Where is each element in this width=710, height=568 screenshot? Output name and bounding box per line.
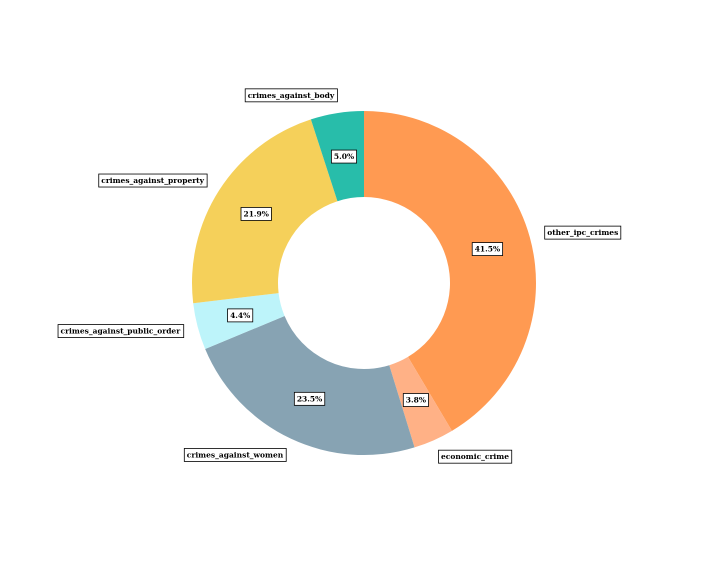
- category-label-economic-crime-box: [438, 449, 513, 464]
- category-label-crimes-against-women-text: crimes_against_women: [187, 450, 284, 459]
- labels-group: 41.5% other_ipc_crimes 3.8% economic_crime 2…: [57, 88, 622, 464]
- category-label-crimes-against-property: crimes_against_property: [98, 173, 208, 188]
- pct-label-other-ipc-crimes-box: [471, 242, 504, 256]
- pct-label-crimes-against-property-box: [240, 207, 272, 221]
- category-label-crimes-against-public-order: crimes_against_public_order: [57, 324, 185, 338]
- category-label-crimes-against-public-order-box: [57, 324, 185, 338]
- pct-label-crimes-against-public-order: 4.4%: [227, 308, 254, 323]
- pct-label-economic-crime-box: [402, 393, 429, 407]
- pct-label-other-ipc-crimes: 41.5%: [471, 242, 504, 256]
- category-label-crimes-against-public-order-text: crimes_against_public_order: [61, 327, 182, 336]
- pct-label-crimes-against-property: 21.9%: [240, 207, 272, 221]
- pct-label-crimes-against-body-text: 5.0%: [334, 152, 354, 161]
- category-label-other-ipc-crimes-box: [544, 225, 622, 240]
- slice-other-ipc-crimes: [364, 111, 537, 431]
- pct-label-economic-crime-text: 3.8%: [406, 396, 426, 405]
- pct-label-crimes-against-public-order-box: [227, 308, 254, 323]
- pct-label-crimes-against-women: 23.5%: [293, 391, 326, 406]
- category-label-crimes-against-women: crimes_against_women: [183, 448, 287, 462]
- category-label-other-ipc-crimes-text: other_ipc_crimes: [547, 228, 618, 237]
- slices-group: [192, 111, 537, 455]
- category-label-crimes-against-body-text: crimes_against_body: [248, 91, 335, 100]
- category-label-crimes-against-body: crimes_against_body: [244, 88, 338, 103]
- category-label-crimes-against-property-text: crimes_against_property: [101, 176, 204, 185]
- pct-label-crimes-against-women-text: 23.5%: [297, 394, 322, 403]
- category-label-economic-crime-text: economic_crime: [441, 452, 509, 461]
- category-label-other-ipc-crimes: other_ipc_crimes: [544, 225, 622, 240]
- category-label-economic-crime: economic_crime: [438, 449, 513, 464]
- pct-label-crimes-against-property-text: 21.9%: [244, 209, 269, 218]
- slice-crimes-against-women: [205, 316, 415, 455]
- pct-label-crimes-against-women-box: [293, 391, 326, 406]
- pct-label-other-ipc-crimes-text: 41.5%: [475, 245, 500, 254]
- pct-label-crimes-against-body: 5.0%: [331, 149, 357, 164]
- pct-label-crimes-against-public-order-text: 4.4%: [230, 311, 250, 320]
- pct-label-crimes-against-body-box: [331, 149, 357, 164]
- category-label-crimes-against-body-box: [244, 88, 338, 103]
- category-label-crimes-against-property-box: [98, 173, 208, 188]
- pct-label-economic-crime: 3.8%: [402, 393, 429, 407]
- category-label-crimes-against-women-box: [183, 448, 287, 462]
